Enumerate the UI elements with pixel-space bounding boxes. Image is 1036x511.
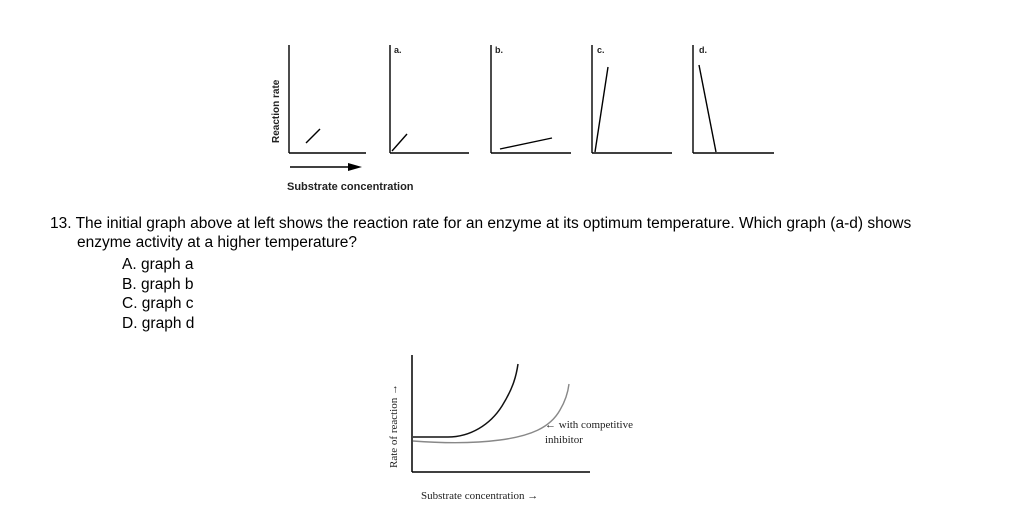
inhibitor-annotation-line1: ← with competitive <box>545 419 633 431</box>
bottom-x-axis-label: Substrate concentration → <box>421 490 538 502</box>
graph-b-curve <box>499 137 553 150</box>
graph-d: d. <box>692 45 774 154</box>
graph-b: b. <box>490 45 571 154</box>
choice-a[interactable]: A. graph a <box>122 256 194 273</box>
inhibitor-annotation-line2: inhibitor <box>545 434 583 446</box>
graph-c-label: c. <box>597 45 605 55</box>
bottom-y-axis-label: Rate of reaction → <box>388 384 400 468</box>
top-x-axis-label: Substrate concentration <box>287 181 414 193</box>
question-stem-line1: 13. The initial graph above at left show… <box>50 215 912 232</box>
graph-a: a. <box>389 45 469 154</box>
graph-d-curve <box>698 64 717 153</box>
curve-competitive-inhibitor <box>412 383 570 444</box>
graph-c: c. <box>591 45 672 154</box>
top-y-axis-label: Reaction rate <box>271 79 282 143</box>
question-stem-line2: enzyme activity at a higher temperature? <box>77 234 357 251</box>
graph-a-curve <box>391 133 408 152</box>
graph-a-label: a. <box>394 45 402 55</box>
curve-no-inhibitor <box>413 363 519 438</box>
graph-c-curve <box>594 66 609 153</box>
graph-b-label: b. <box>495 45 503 55</box>
graph-d-label: d. <box>699 45 707 55</box>
top-figure: Reaction rate a. b. <box>271 45 774 193</box>
bottom-figure: Rate of reaction → ← with competitive in… <box>388 355 633 502</box>
baseline-curve <box>305 128 321 144</box>
graph-baseline <box>288 45 366 171</box>
answer-choices: A. graph a B. graph b C. graph c D. grap… <box>122 255 194 333</box>
choice-b[interactable]: B. graph b <box>122 275 194 293</box>
choice-c[interactable]: C. graph c <box>122 295 194 312</box>
choice-d[interactable]: D. graph d <box>122 314 195 332</box>
question-stem: 13. The initial graph above at left show… <box>50 214 1020 252</box>
